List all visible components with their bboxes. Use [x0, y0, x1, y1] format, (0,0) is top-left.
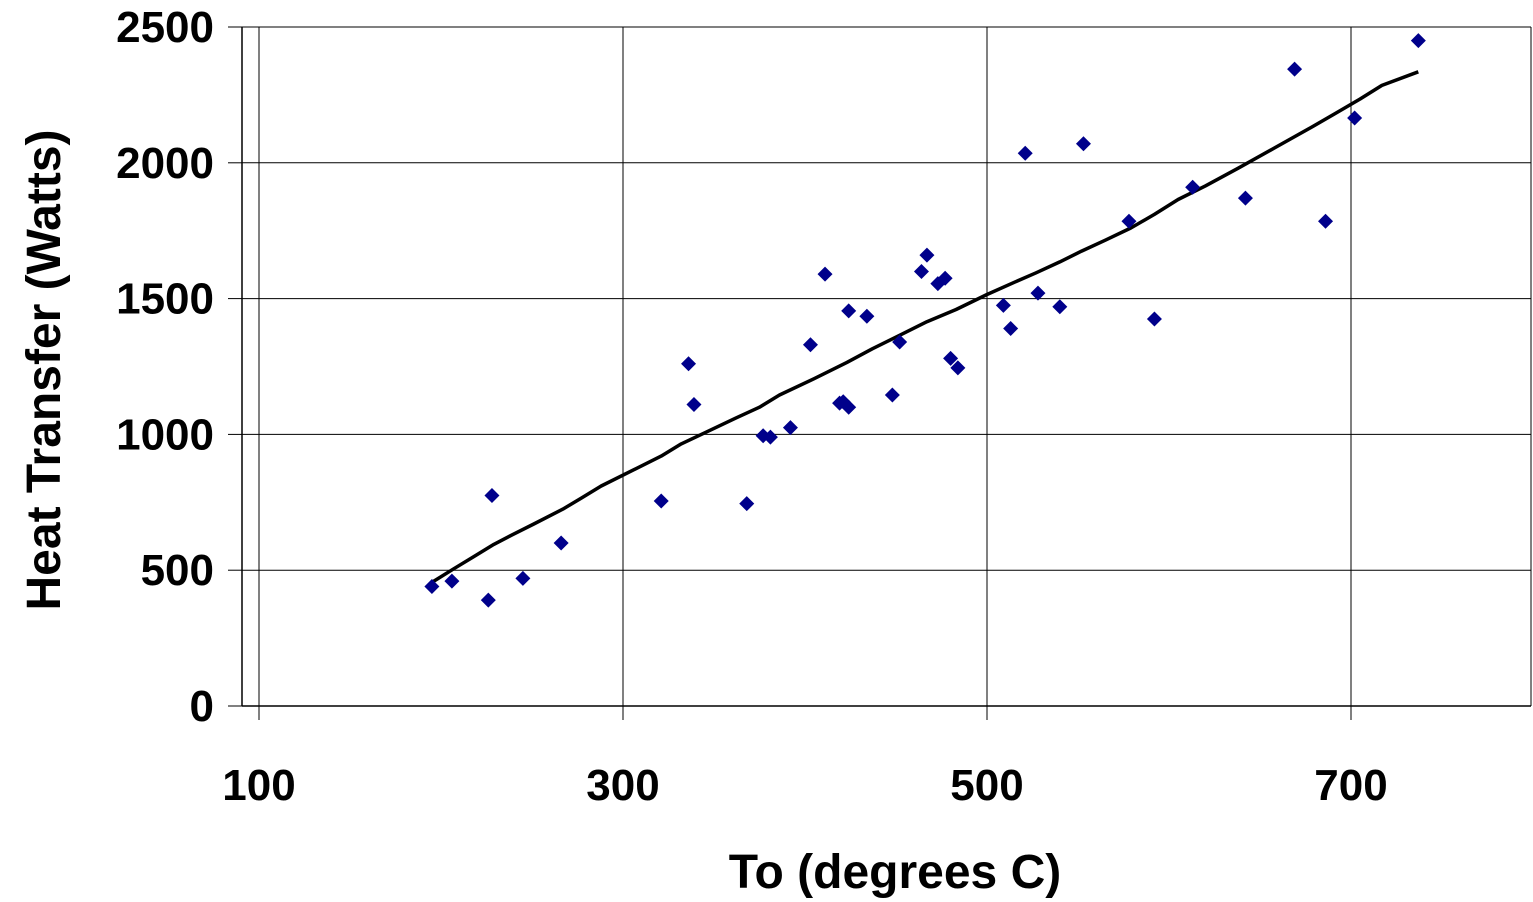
data-point-marker: [484, 488, 500, 504]
data-point-marker: [950, 360, 966, 376]
data-point-marker: [1410, 33, 1426, 49]
data-point-marker: [1121, 213, 1137, 229]
data-point-marker: [1347, 110, 1363, 126]
data-point-marker: [841, 303, 857, 319]
data-point-marker: [1003, 320, 1019, 336]
data-point-marker: [681, 356, 697, 372]
x-axis-title: To (degrees C): [729, 846, 1061, 899]
x-tick-label: 700: [1314, 761, 1387, 810]
y-tick-label: 2000: [116, 139, 214, 188]
data-point-marker: [686, 397, 702, 413]
data-points: [424, 33, 1426, 608]
data-point-marker: [919, 247, 935, 263]
data-point-marker: [1318, 213, 1334, 229]
axes: [228, 26, 1532, 720]
data-point-marker: [1185, 179, 1201, 195]
data-point-marker: [1287, 61, 1303, 77]
y-tick-label: 2500: [116, 3, 214, 52]
data-point-marker: [424, 578, 440, 594]
x-tick-label: 300: [586, 761, 659, 810]
y-tick-label: 500: [141, 546, 214, 595]
data-point-marker: [739, 496, 755, 512]
data-point-marker: [782, 420, 798, 436]
gridlines: [242, 26, 1531, 706]
data-point-marker: [1052, 299, 1068, 315]
data-point-marker: [937, 270, 953, 286]
data-point-marker: [859, 308, 875, 324]
tick-labels: 0 500 1000 1500 2000 2500 100 300 500 700: [116, 3, 1388, 810]
data-point-marker: [1030, 285, 1046, 301]
data-point-marker: [515, 570, 531, 586]
data-point-marker: [995, 297, 1011, 313]
data-point-marker: [762, 429, 778, 445]
data-point-marker: [653, 493, 669, 509]
data-point-marker: [802, 337, 818, 353]
data-point-marker: [553, 535, 569, 551]
y-tick-label: 0: [190, 682, 214, 731]
data-point-marker: [892, 334, 908, 350]
x-tick-label: 100: [222, 761, 295, 810]
data-point-marker: [444, 573, 460, 589]
data-point-marker: [943, 350, 959, 366]
y-tick-label: 1500: [116, 275, 214, 324]
data-point-marker: [817, 266, 833, 282]
data-point-marker: [1146, 311, 1162, 327]
y-axis-title: Heat Transfer (Watts): [18, 130, 71, 611]
data-point-marker: [1237, 190, 1253, 206]
x-tick-label: 500: [950, 761, 1023, 810]
data-point-marker: [480, 592, 496, 608]
data-point-marker: [1017, 145, 1033, 161]
data-point-marker: [913, 263, 929, 279]
data-point-marker: [884, 387, 900, 403]
y-tick-label: 1000: [116, 410, 214, 459]
data-point-marker: [1075, 136, 1091, 152]
data-point-marker: [841, 399, 857, 415]
